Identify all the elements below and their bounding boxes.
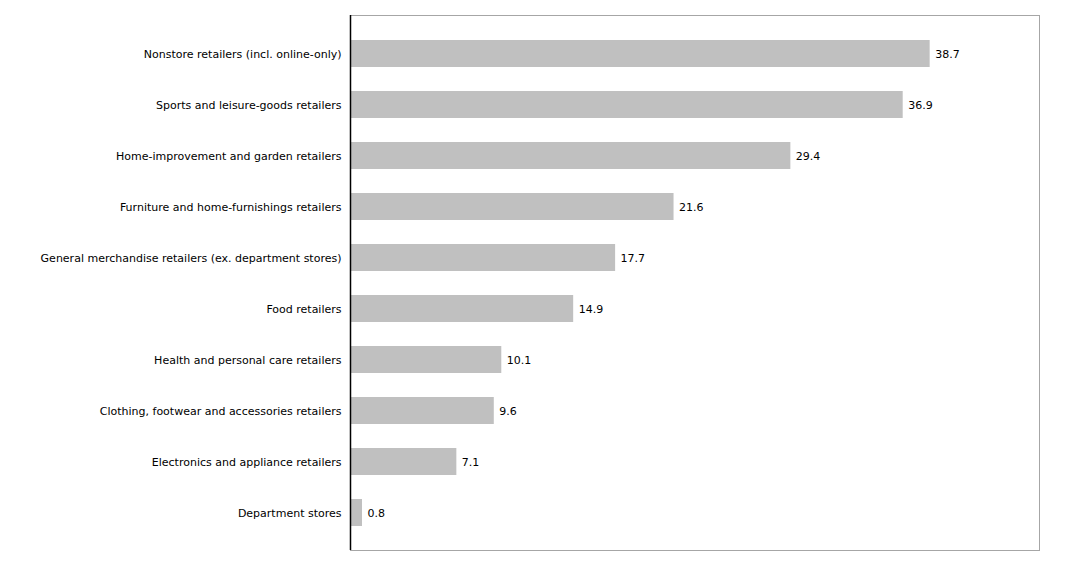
svg-text:Home-improvement and garden re: Home-improvement and garden retailers bbox=[116, 150, 342, 163]
svg-text:7.1: 7.1 bbox=[462, 456, 480, 469]
svg-text:Food retailers: Food retailers bbox=[266, 303, 341, 316]
svg-text:Clothing, footwear and accesso: Clothing, footwear and accessories retai… bbox=[100, 405, 342, 418]
svg-text:17.7: 17.7 bbox=[621, 252, 646, 265]
svg-text:Electronics and appliance reta: Electronics and appliance retailers bbox=[152, 456, 342, 469]
svg-text:29.4: 29.4 bbox=[796, 150, 821, 163]
svg-text:Department stores: Department stores bbox=[238, 507, 342, 520]
svg-text:Furniture and home-furnishings: Furniture and home-furnishings retailers bbox=[120, 201, 342, 214]
svg-text:36.9: 36.9 bbox=[908, 99, 933, 112]
svg-text:14.9: 14.9 bbox=[579, 303, 604, 316]
svg-text:9.6: 9.6 bbox=[499, 405, 516, 418]
svg-text:10.1: 10.1 bbox=[507, 354, 531, 367]
svg-text:Health and personal care retai: Health and personal care retailers bbox=[154, 354, 342, 367]
svg-text:General merchandise retailers: General merchandise retailers (ex. depar… bbox=[41, 252, 342, 265]
svg-text:0.8: 0.8 bbox=[367, 507, 385, 520]
svg-text:Sports and leisure-goods retai: Sports and leisure-goods retailers bbox=[156, 99, 342, 112]
svg-text:21.6: 21.6 bbox=[679, 201, 704, 214]
svg-text:Nonstore retailers (incl. onli: Nonstore retailers (incl. online-only) bbox=[144, 48, 342, 61]
svg-text:38.7: 38.7 bbox=[935, 48, 960, 61]
